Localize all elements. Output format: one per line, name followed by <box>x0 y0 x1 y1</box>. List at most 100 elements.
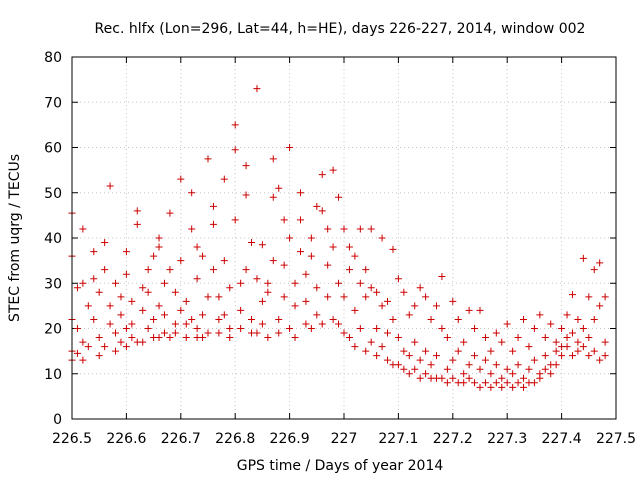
data-point <box>460 370 468 378</box>
data-point <box>411 338 419 346</box>
data-point <box>378 302 386 310</box>
data-point <box>378 343 386 351</box>
data-point <box>481 379 489 387</box>
data-point <box>177 175 185 183</box>
data-point <box>574 338 582 346</box>
data-point <box>471 352 479 360</box>
data-point <box>79 225 87 233</box>
data-point <box>389 315 397 323</box>
data-point <box>384 356 392 364</box>
data-point <box>237 279 245 287</box>
data-point <box>313 202 321 210</box>
data-point <box>79 356 87 364</box>
data-point <box>171 320 179 328</box>
data-point <box>356 279 364 287</box>
data-point <box>520 374 528 382</box>
data-point <box>106 302 114 310</box>
data-point <box>438 325 446 332</box>
data-point <box>345 266 353 274</box>
data-point <box>296 216 304 224</box>
x-tick-label: 227.3 <box>487 431 527 447</box>
data-point <box>144 288 152 296</box>
data-point <box>117 293 125 301</box>
data-point <box>280 261 288 269</box>
data-point <box>362 347 370 355</box>
data-point <box>427 315 435 323</box>
data-point <box>84 343 92 351</box>
data-point <box>416 374 424 382</box>
data-point <box>443 334 451 342</box>
data-point <box>150 252 158 260</box>
data-point <box>264 334 272 342</box>
data-point <box>193 243 201 251</box>
data-point <box>373 352 381 360</box>
data-point <box>563 311 571 319</box>
data-point <box>373 325 381 332</box>
data-point <box>601 293 609 301</box>
data-point <box>503 320 511 328</box>
data-point <box>302 297 310 305</box>
data-point <box>443 365 451 373</box>
data-point <box>574 315 582 323</box>
data-point <box>286 144 294 151</box>
y-tick-label: 70 <box>44 95 62 111</box>
data-point <box>340 293 348 301</box>
data-point <box>264 279 272 287</box>
x-tick-label: 226.9 <box>270 431 310 447</box>
data-point <box>231 121 239 129</box>
data-point <box>498 338 506 346</box>
data-point <box>106 182 114 190</box>
data-point <box>356 325 364 332</box>
data-point <box>318 320 326 328</box>
data-point <box>253 275 261 283</box>
data-point <box>139 338 147 346</box>
data-point <box>405 352 413 360</box>
data-point <box>329 243 337 251</box>
data-point <box>378 234 386 242</box>
data-point <box>204 329 212 337</box>
data-point <box>133 220 141 228</box>
data-point <box>525 365 533 373</box>
data-point <box>269 193 277 201</box>
data-point <box>128 334 136 342</box>
data-point <box>226 284 234 292</box>
data-point <box>193 325 201 332</box>
data-point <box>476 306 484 314</box>
data-point <box>536 374 544 382</box>
data-point <box>73 349 81 357</box>
data-point <box>405 370 413 378</box>
data-point <box>275 329 283 337</box>
data-point <box>291 302 299 310</box>
data-point <box>177 306 185 314</box>
y-tick-label: 0 <box>53 412 62 428</box>
data-point <box>449 374 457 382</box>
data-point <box>122 343 130 351</box>
data-point <box>601 338 609 346</box>
data-point <box>601 352 609 360</box>
data-point <box>188 225 196 233</box>
data-point <box>400 365 408 373</box>
data-point <box>313 284 321 292</box>
data-point <box>345 334 353 342</box>
data-point <box>242 191 250 199</box>
y-tick-label: 10 <box>44 367 62 383</box>
data-point <box>579 325 587 332</box>
y-tick-labels: 0 10 20 30 40 50 60 70 80 <box>44 50 62 428</box>
data-point <box>579 254 587 262</box>
x-tick-label: 226.8 <box>215 431 255 447</box>
data-point <box>389 245 397 253</box>
data-point <box>476 383 484 391</box>
data-point <box>150 315 158 323</box>
data-point <box>275 315 283 323</box>
data-point <box>188 189 196 197</box>
data-point <box>367 284 375 292</box>
data-point <box>487 370 495 378</box>
data-point <box>351 252 359 260</box>
data-point <box>394 334 402 342</box>
data-point <box>155 334 163 342</box>
data-point <box>318 207 326 215</box>
y-tick-label: 50 <box>44 186 62 202</box>
data-point <box>307 325 315 332</box>
data-point <box>481 356 489 364</box>
data-point <box>596 302 604 310</box>
